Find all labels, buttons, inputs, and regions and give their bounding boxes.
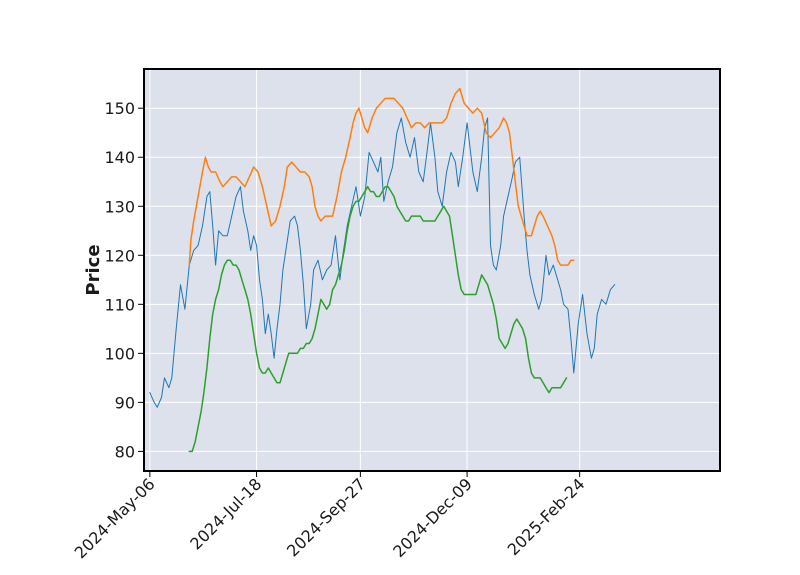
x-tick-label: 2025-Feb-24 bbox=[504, 474, 589, 559]
plot-background bbox=[144, 69, 720, 471]
y-tick-label: 100 bbox=[104, 344, 135, 363]
x-tick-label: 2024-Jul-18 bbox=[186, 474, 265, 553]
y-tick-label: 130 bbox=[104, 197, 135, 216]
y-tick-label: 140 bbox=[104, 148, 135, 167]
y-tick-label: 90 bbox=[115, 393, 135, 412]
series-line-2 bbox=[188, 87, 575, 266]
x-tick-label: 2024-May-06 bbox=[71, 474, 159, 562]
y-tick-label: 80 bbox=[115, 442, 135, 461]
y-tick-label: 150 bbox=[104, 99, 135, 118]
x-axis: 2024-May-06 2024-Jul-18 2024-Sep-27 2024-De… bbox=[71, 471, 589, 562]
y-tick-label: 120 bbox=[104, 246, 135, 265]
x-tick-label: 2024-Sep-27 bbox=[283, 474, 369, 560]
series-lines bbox=[149, 87, 616, 453]
x-tick-label: 2024-Dec-09 bbox=[389, 474, 476, 561]
series-line-3 bbox=[188, 185, 568, 453]
plot-frame bbox=[143, 68, 721, 472]
y-axis-title: Price bbox=[83, 244, 104, 295]
y-axis: 80 90 100 110 120 130 140 150 bbox=[104, 99, 144, 461]
series-line-1 bbox=[149, 117, 616, 408]
y-tick-label: 110 bbox=[104, 295, 135, 314]
grid bbox=[144, 69, 720, 471]
